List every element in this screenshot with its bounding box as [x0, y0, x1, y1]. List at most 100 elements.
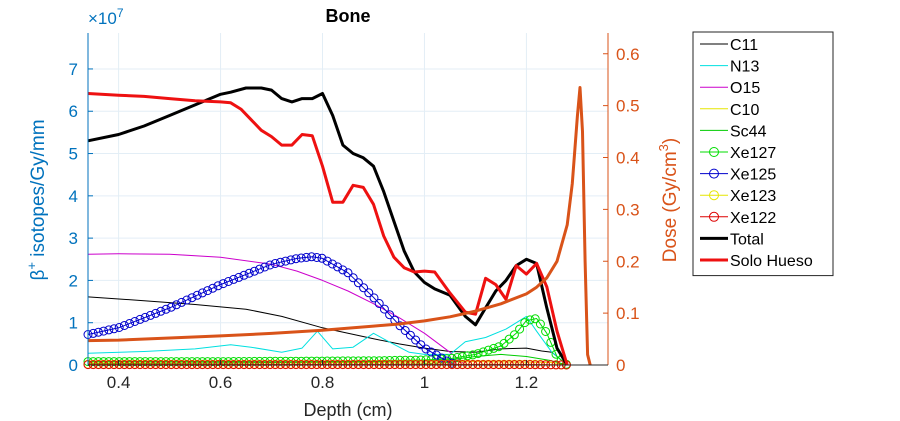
series-marker	[171, 300, 181, 310]
series-marker	[187, 357, 197, 367]
legend: C11 N13 O15 C10 Sc44 Xe127 Xe125 Xe123 Xe122 Tota…	[692, 31, 834, 277]
series-marker	[301, 252, 311, 262]
series-marker	[395, 321, 405, 331]
series-marker	[405, 330, 415, 340]
series-marker	[312, 253, 322, 262]
series-layer	[83, 86, 592, 370]
series-marker	[530, 314, 540, 324]
series-marker	[187, 293, 197, 303]
left-y-axis-label: β+ isotopes/Gy/mm	[24, 119, 49, 280]
series-marker	[135, 357, 145, 367]
legend-marker	[709, 168, 719, 179]
series-marker	[431, 350, 441, 360]
series-marker	[515, 324, 525, 334]
series-marker	[130, 317, 140, 326]
series-marker	[88, 328, 98, 338]
series-marker	[275, 257, 285, 267]
series-marker	[359, 283, 369, 293]
legend-label: Sc44	[730, 123, 767, 140]
x-axis-label: Depth (cm)	[303, 400, 392, 420]
series-marker	[520, 318, 530, 328]
series-marker	[125, 319, 135, 328]
series-marker	[109, 357, 119, 367]
series-marker	[140, 357, 150, 367]
legend-label: C10	[730, 102, 759, 119]
series-marker	[400, 326, 410, 335]
series-marker	[437, 353, 447, 363]
legend-marker	[709, 211, 719, 222]
x-tick-label: 1.2	[515, 373, 539, 392]
right-tick-label: 0.6	[616, 45, 640, 64]
series-marker	[494, 342, 504, 352]
series-marker	[411, 335, 421, 345]
series-marker	[182, 295, 192, 305]
series-marker	[177, 357, 187, 367]
series-marker	[119, 321, 129, 330]
series-marker	[99, 357, 109, 367]
right-tick-label: 0	[616, 356, 625, 375]
left-axis-exponent: ×107	[88, 6, 124, 28]
series-marker	[223, 357, 233, 367]
axes: 0.4 0.6 0.8 1 1.2 0 1 2 3 4 5 6 7 0 0.1 0.2 0.3 0.4 0.5 0.6	[69, 33, 640, 392]
series-marker	[177, 297, 187, 307]
series-marker	[161, 304, 171, 314]
series-marker	[535, 319, 545, 329]
series-marker	[213, 357, 223, 367]
legend-box	[692, 31, 834, 277]
series-marker	[119, 357, 129, 367]
series-marker	[229, 274, 239, 284]
series-line-dose	[87, 86, 592, 366]
right-tick-label: 0.3	[616, 200, 640, 219]
series-marker	[161, 357, 171, 367]
series-marker	[338, 265, 348, 275]
series-line-n13	[87, 315, 568, 366]
series-marker	[296, 253, 306, 263]
left-tick-label: 5	[69, 145, 78, 164]
series-marker	[353, 278, 363, 288]
legend-marker	[709, 190, 719, 201]
series-marker	[348, 273, 358, 283]
series-marker	[249, 266, 259, 276]
series-marker	[385, 310, 395, 320]
series-marker	[166, 357, 176, 367]
left-tick-label: 2	[69, 271, 78, 290]
series-marker	[343, 268, 353, 278]
series-marker	[203, 357, 213, 367]
series-marker	[447, 353, 457, 363]
legend-label: Xe127	[730, 145, 776, 162]
series-marker	[291, 254, 301, 264]
series-marker	[145, 357, 155, 367]
series-marker	[166, 302, 176, 312]
series-marker	[525, 315, 535, 325]
series-marker	[468, 350, 478, 360]
series-marker	[327, 259, 337, 269]
series-marker	[265, 260, 275, 270]
series-marker	[426, 347, 436, 357]
series-marker	[286, 255, 296, 265]
series-marker	[379, 304, 389, 314]
right-y-axis-label: Dose (Gy/cm3)	[656, 138, 681, 262]
series-marker	[239, 270, 249, 280]
series-line-total	[87, 86, 569, 366]
legend-label: O15	[730, 80, 760, 97]
series-marker	[509, 330, 519, 340]
series-marker	[218, 357, 228, 367]
legend-label: Solo Hueso	[730, 253, 813, 270]
series-marker	[182, 357, 192, 367]
series-marker	[333, 262, 343, 272]
legend-label: Xe122	[730, 210, 776, 227]
series-marker	[114, 357, 124, 367]
legend-label: N13	[730, 59, 759, 76]
series-marker	[322, 256, 332, 266]
series-line-o15	[87, 253, 466, 366]
right-tick-label: 0.2	[616, 252, 640, 271]
right-tick-label: 0.5	[616, 97, 640, 116]
series-marker	[104, 325, 114, 335]
series-marker	[234, 272, 244, 282]
series-marker	[156, 306, 166, 316]
grid	[88, 33, 608, 366]
series-marker	[156, 357, 166, 367]
series-marker	[135, 314, 145, 324]
x-tick-label: 0.4	[107, 373, 131, 392]
